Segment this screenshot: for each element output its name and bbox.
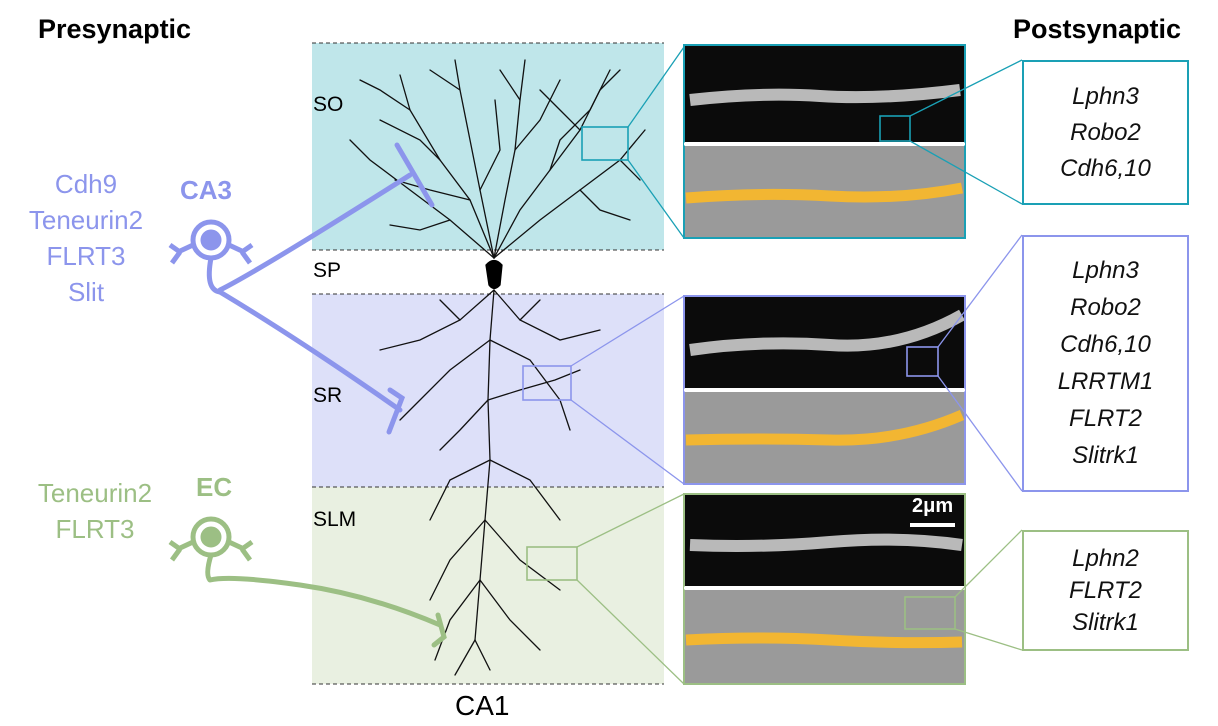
- postsynaptic-header: Postsynaptic: [1013, 14, 1182, 44]
- ca3-label: CA3: [180, 175, 233, 205]
- zoom-region-sr: [522, 365, 572, 401]
- layer-boundaries: [312, 42, 664, 685]
- region-label-ca1: CA1: [455, 690, 510, 721]
- ec-gene: FLRT3: [55, 514, 135, 544]
- gene: FLRT2: [1069, 576, 1142, 604]
- ca3-gene: FLRT3: [46, 241, 126, 271]
- panel-slm: [683, 493, 966, 685]
- gene: Cdh6,10: [1060, 331, 1151, 358]
- panel-so: [683, 44, 966, 239]
- zoom-region-slm: [526, 546, 578, 581]
- ec-axon: [207, 575, 447, 648]
- layer-label-sr: SR: [313, 384, 343, 407]
- gene: Slitrk1: [1072, 442, 1139, 469]
- ca3-cell: [168, 219, 254, 295]
- presynaptic-header: Presynaptic: [38, 14, 192, 44]
- ec-label: EC: [196, 472, 233, 502]
- gene: Robo2: [1070, 294, 1141, 321]
- postsynaptic-box-slm: Lphn2 FLRT2 Slitrk1: [1022, 530, 1189, 651]
- ca3-gene: Slit: [67, 277, 105, 307]
- postsynaptic-box-so: Lphn3 Robo2 Cdh6,10: [1022, 60, 1189, 205]
- gene: LRRTM1: [1057, 368, 1154, 395]
- layer-so-band: [312, 43, 664, 250]
- gene: FLRT2: [1069, 405, 1142, 432]
- panel-sr: [683, 295, 966, 485]
- ca1-neuron: [349, 59, 646, 676]
- layer-label-slm: SLM: [313, 508, 357, 531]
- gene: Slitrk1: [1072, 608, 1139, 636]
- zoom-region-so: [581, 126, 629, 161]
- layer-label-so: SO: [313, 93, 344, 116]
- gene: Lphn3: [1072, 257, 1139, 284]
- ec-cell: [168, 516, 254, 582]
- ca3-gene-list: Cdh9 Teneurin2 FLRT3 Slit: [0, 166, 172, 310]
- ec-gene-list: Teneurin2 FLRT3: [12, 475, 178, 547]
- gene: Robo2: [1070, 118, 1141, 146]
- scale-bar-label: 2μm: [912, 495, 954, 517]
- layer-label-sp: SP: [313, 259, 342, 282]
- ec-gene: Teneurin2: [37, 478, 153, 508]
- gene: Cdh6,10: [1060, 154, 1151, 182]
- postsynaptic-box-sr: Lphn3 Robo2 Cdh6,10 LRRTM1 FLRT2 Slitrk1: [1022, 235, 1189, 492]
- gene: Lphn3: [1072, 82, 1139, 110]
- ca3-gene: Teneurin2: [28, 205, 144, 235]
- ca3-gene: Cdh9: [54, 169, 118, 199]
- gene: Lphn2: [1072, 544, 1139, 572]
- layer-slm-band: [312, 487, 664, 684]
- ca3-axon: [217, 142, 435, 435]
